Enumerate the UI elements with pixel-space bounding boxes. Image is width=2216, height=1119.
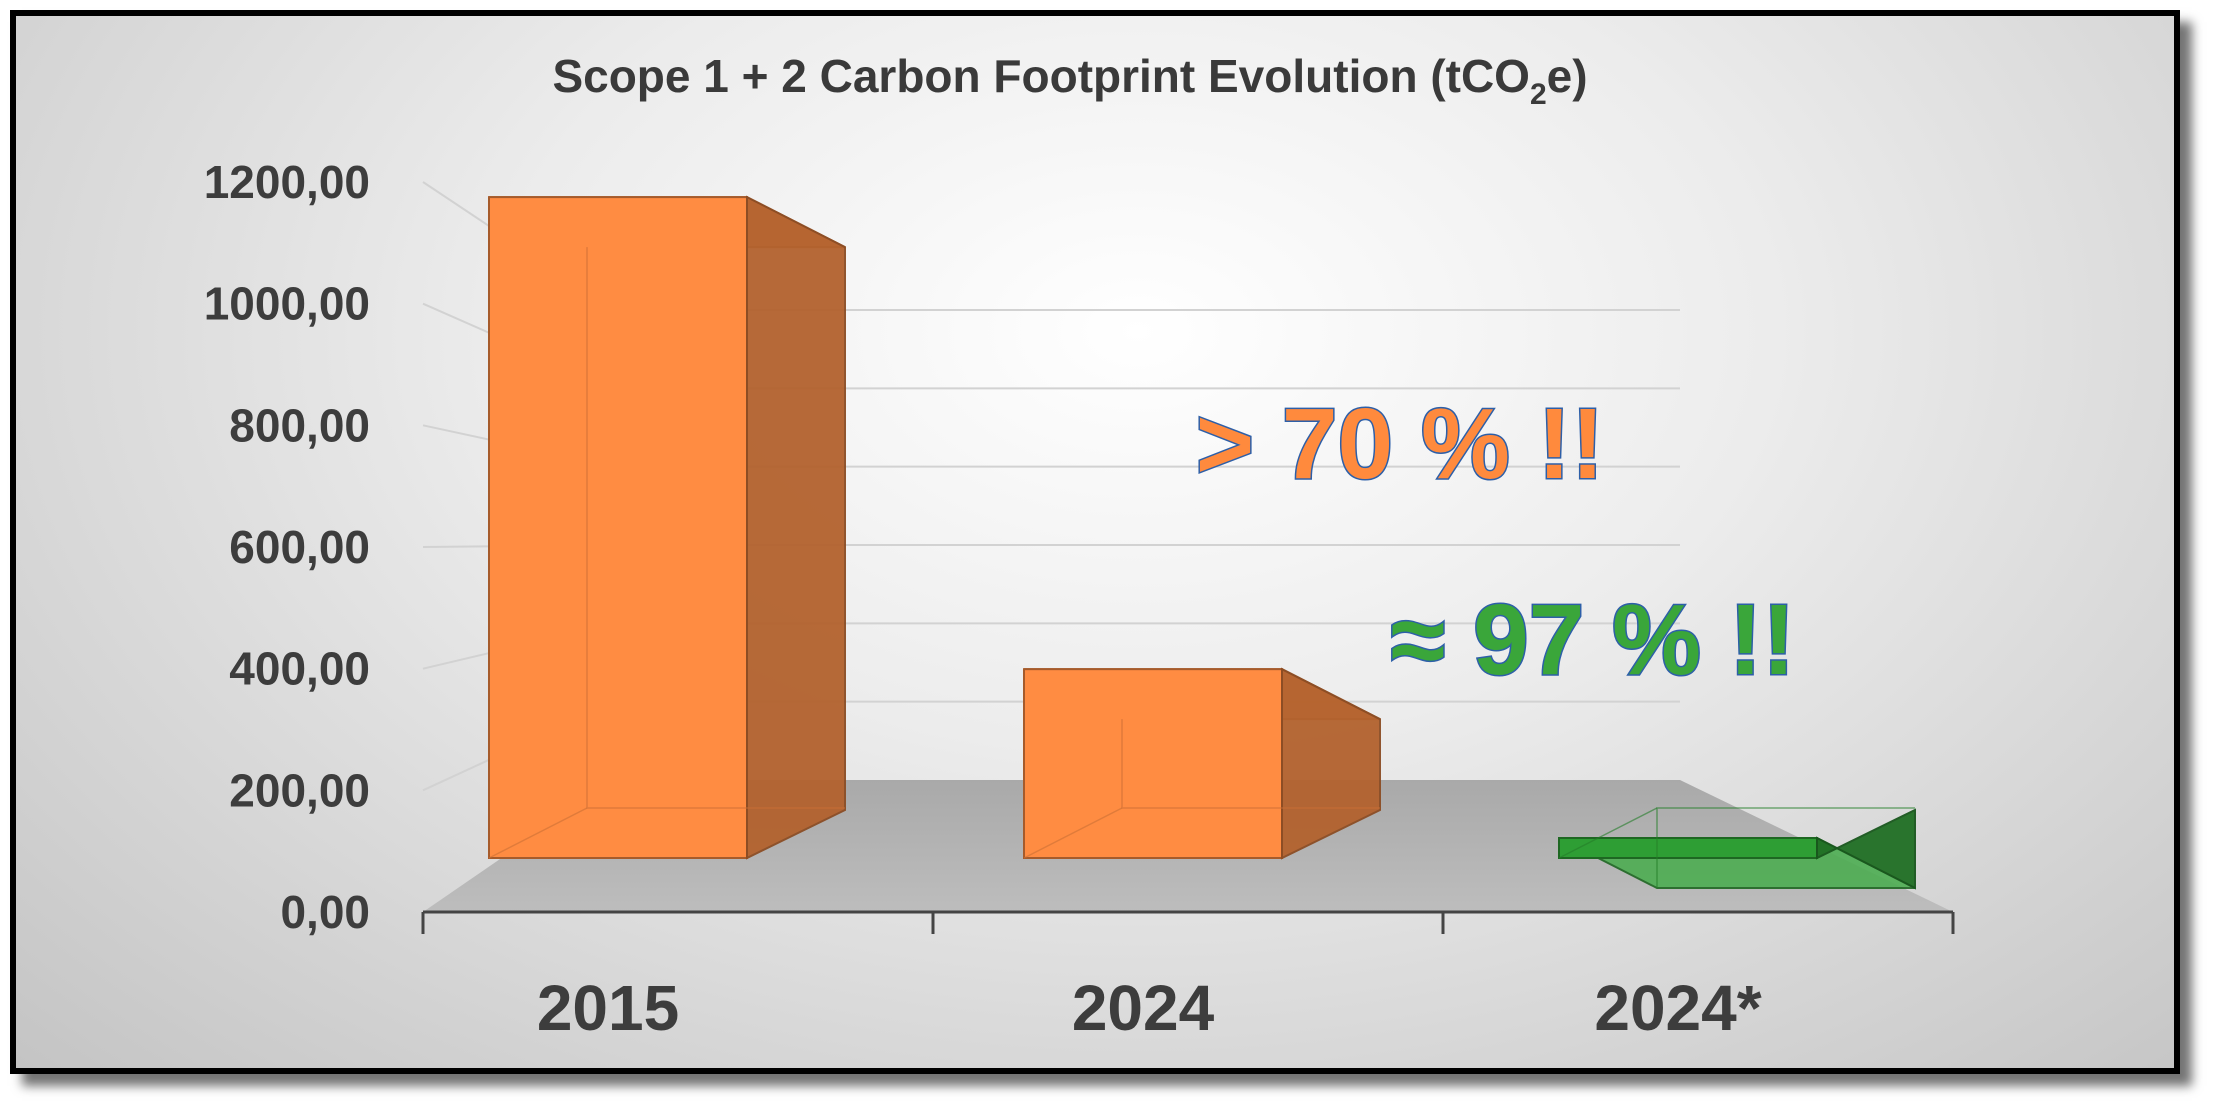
bar-2024* (1558, 807, 1916, 890)
bar-inner-edge (1023, 807, 1123, 859)
annotation-text: ≈ 97 % !! (1391, 584, 1796, 696)
bar-inner-edge (488, 807, 588, 859)
x-tick-label: 2024* (1594, 972, 1761, 1044)
bar-side-face (746, 195, 846, 860)
y-tick-label: 200,00 (229, 764, 370, 816)
bar-front-face (1023, 668, 1283, 859)
bar-side-face (1816, 808, 1916, 890)
chart-title-main: Scope 1 + 2 Carbon Footprint Evolution (… (552, 50, 1530, 102)
y-tick-label: 1000,00 (204, 278, 370, 330)
y-tick-label: 1200,00 (204, 156, 370, 208)
chart-title-end: e) (1547, 50, 1588, 102)
bar-2024 (1023, 667, 1381, 860)
bar-front-face (488, 196, 748, 859)
annotation-text: > 70 % !! (1196, 388, 1605, 500)
x-tick-label: 2015 (537, 972, 679, 1044)
chart-title: Scope 1 + 2 Carbon Footprint Evolution (… (552, 50, 1587, 111)
bar-inner-edge (1558, 807, 1658, 859)
bar-side-face (1281, 667, 1381, 860)
bar-2015 (488, 195, 846, 860)
chart-title-sub: 2 (1530, 78, 1547, 111)
bar-front-face (1558, 837, 1818, 859)
y-tick-label: 600,00 (229, 521, 370, 573)
y-tick-label: 400,00 (229, 643, 370, 695)
y-tick-label: 800,00 (229, 399, 370, 451)
x-tick-label: 2024 (1072, 972, 1215, 1044)
y-tick-label: 0,00 (280, 886, 370, 938)
